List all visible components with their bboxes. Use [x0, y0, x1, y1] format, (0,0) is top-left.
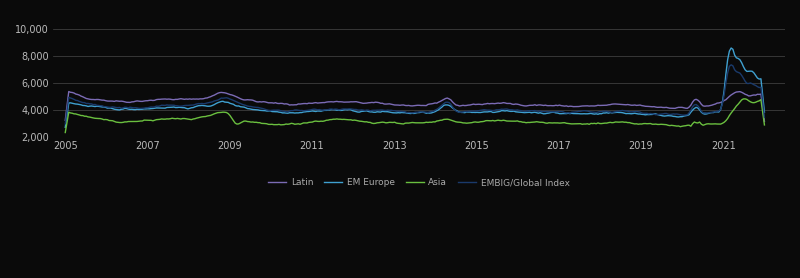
- Line: EMBIG/Global Index: EMBIG/Global Index: [66, 65, 765, 124]
- EM Europe: [569, 112, 578, 115]
- EM Europe: [338, 109, 347, 112]
- Latin: [567, 105, 577, 108]
- Latin: [760, 120, 770, 123]
- EMBIG/Global Index: [726, 63, 736, 66]
- EMBIG/Global Index: [760, 116, 770, 119]
- EMBIG/Global Index: [288, 109, 298, 112]
- EMBIG/Global Index: [565, 111, 574, 115]
- Asia: [569, 122, 578, 126]
- EM Europe: [145, 107, 154, 111]
- EM Europe: [500, 109, 510, 113]
- EM Europe: [288, 111, 298, 115]
- Latin: [146, 99, 156, 102]
- Asia: [565, 122, 574, 125]
- Asia: [145, 119, 154, 122]
- Latin: [290, 103, 300, 106]
- EMBIG/Global Index: [338, 108, 347, 111]
- Asia: [740, 97, 750, 101]
- Asia: [338, 118, 347, 121]
- EMBIG/Global Index: [500, 107, 510, 111]
- Latin: [502, 102, 512, 105]
- Legend: Latin, EM Europe, Asia, EMBIG/Global Index: Latin, EM Europe, Asia, EMBIG/Global Ind…: [265, 175, 573, 191]
- EMBIG/Global Index: [569, 110, 578, 114]
- EM Europe: [61, 126, 70, 129]
- Latin: [61, 119, 70, 122]
- Latin: [339, 100, 349, 104]
- Asia: [500, 119, 510, 122]
- EMBIG/Global Index: [61, 122, 70, 125]
- Line: Asia: Asia: [66, 99, 765, 133]
- Asia: [760, 123, 770, 126]
- Latin: [570, 105, 580, 108]
- Latin: [64, 90, 74, 93]
- EM Europe: [565, 112, 574, 115]
- EMBIG/Global Index: [145, 106, 154, 109]
- Asia: [61, 131, 70, 134]
- EM Europe: [760, 111, 770, 114]
- Line: Latin: Latin: [66, 91, 765, 121]
- Asia: [288, 122, 298, 125]
- EM Europe: [726, 46, 736, 50]
- Line: EM Europe: EM Europe: [66, 48, 765, 127]
